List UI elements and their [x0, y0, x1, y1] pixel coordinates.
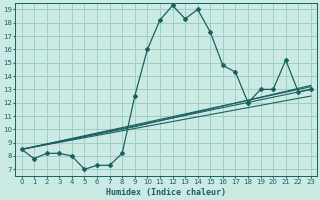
X-axis label: Humidex (Indice chaleur): Humidex (Indice chaleur) [106, 188, 226, 197]
